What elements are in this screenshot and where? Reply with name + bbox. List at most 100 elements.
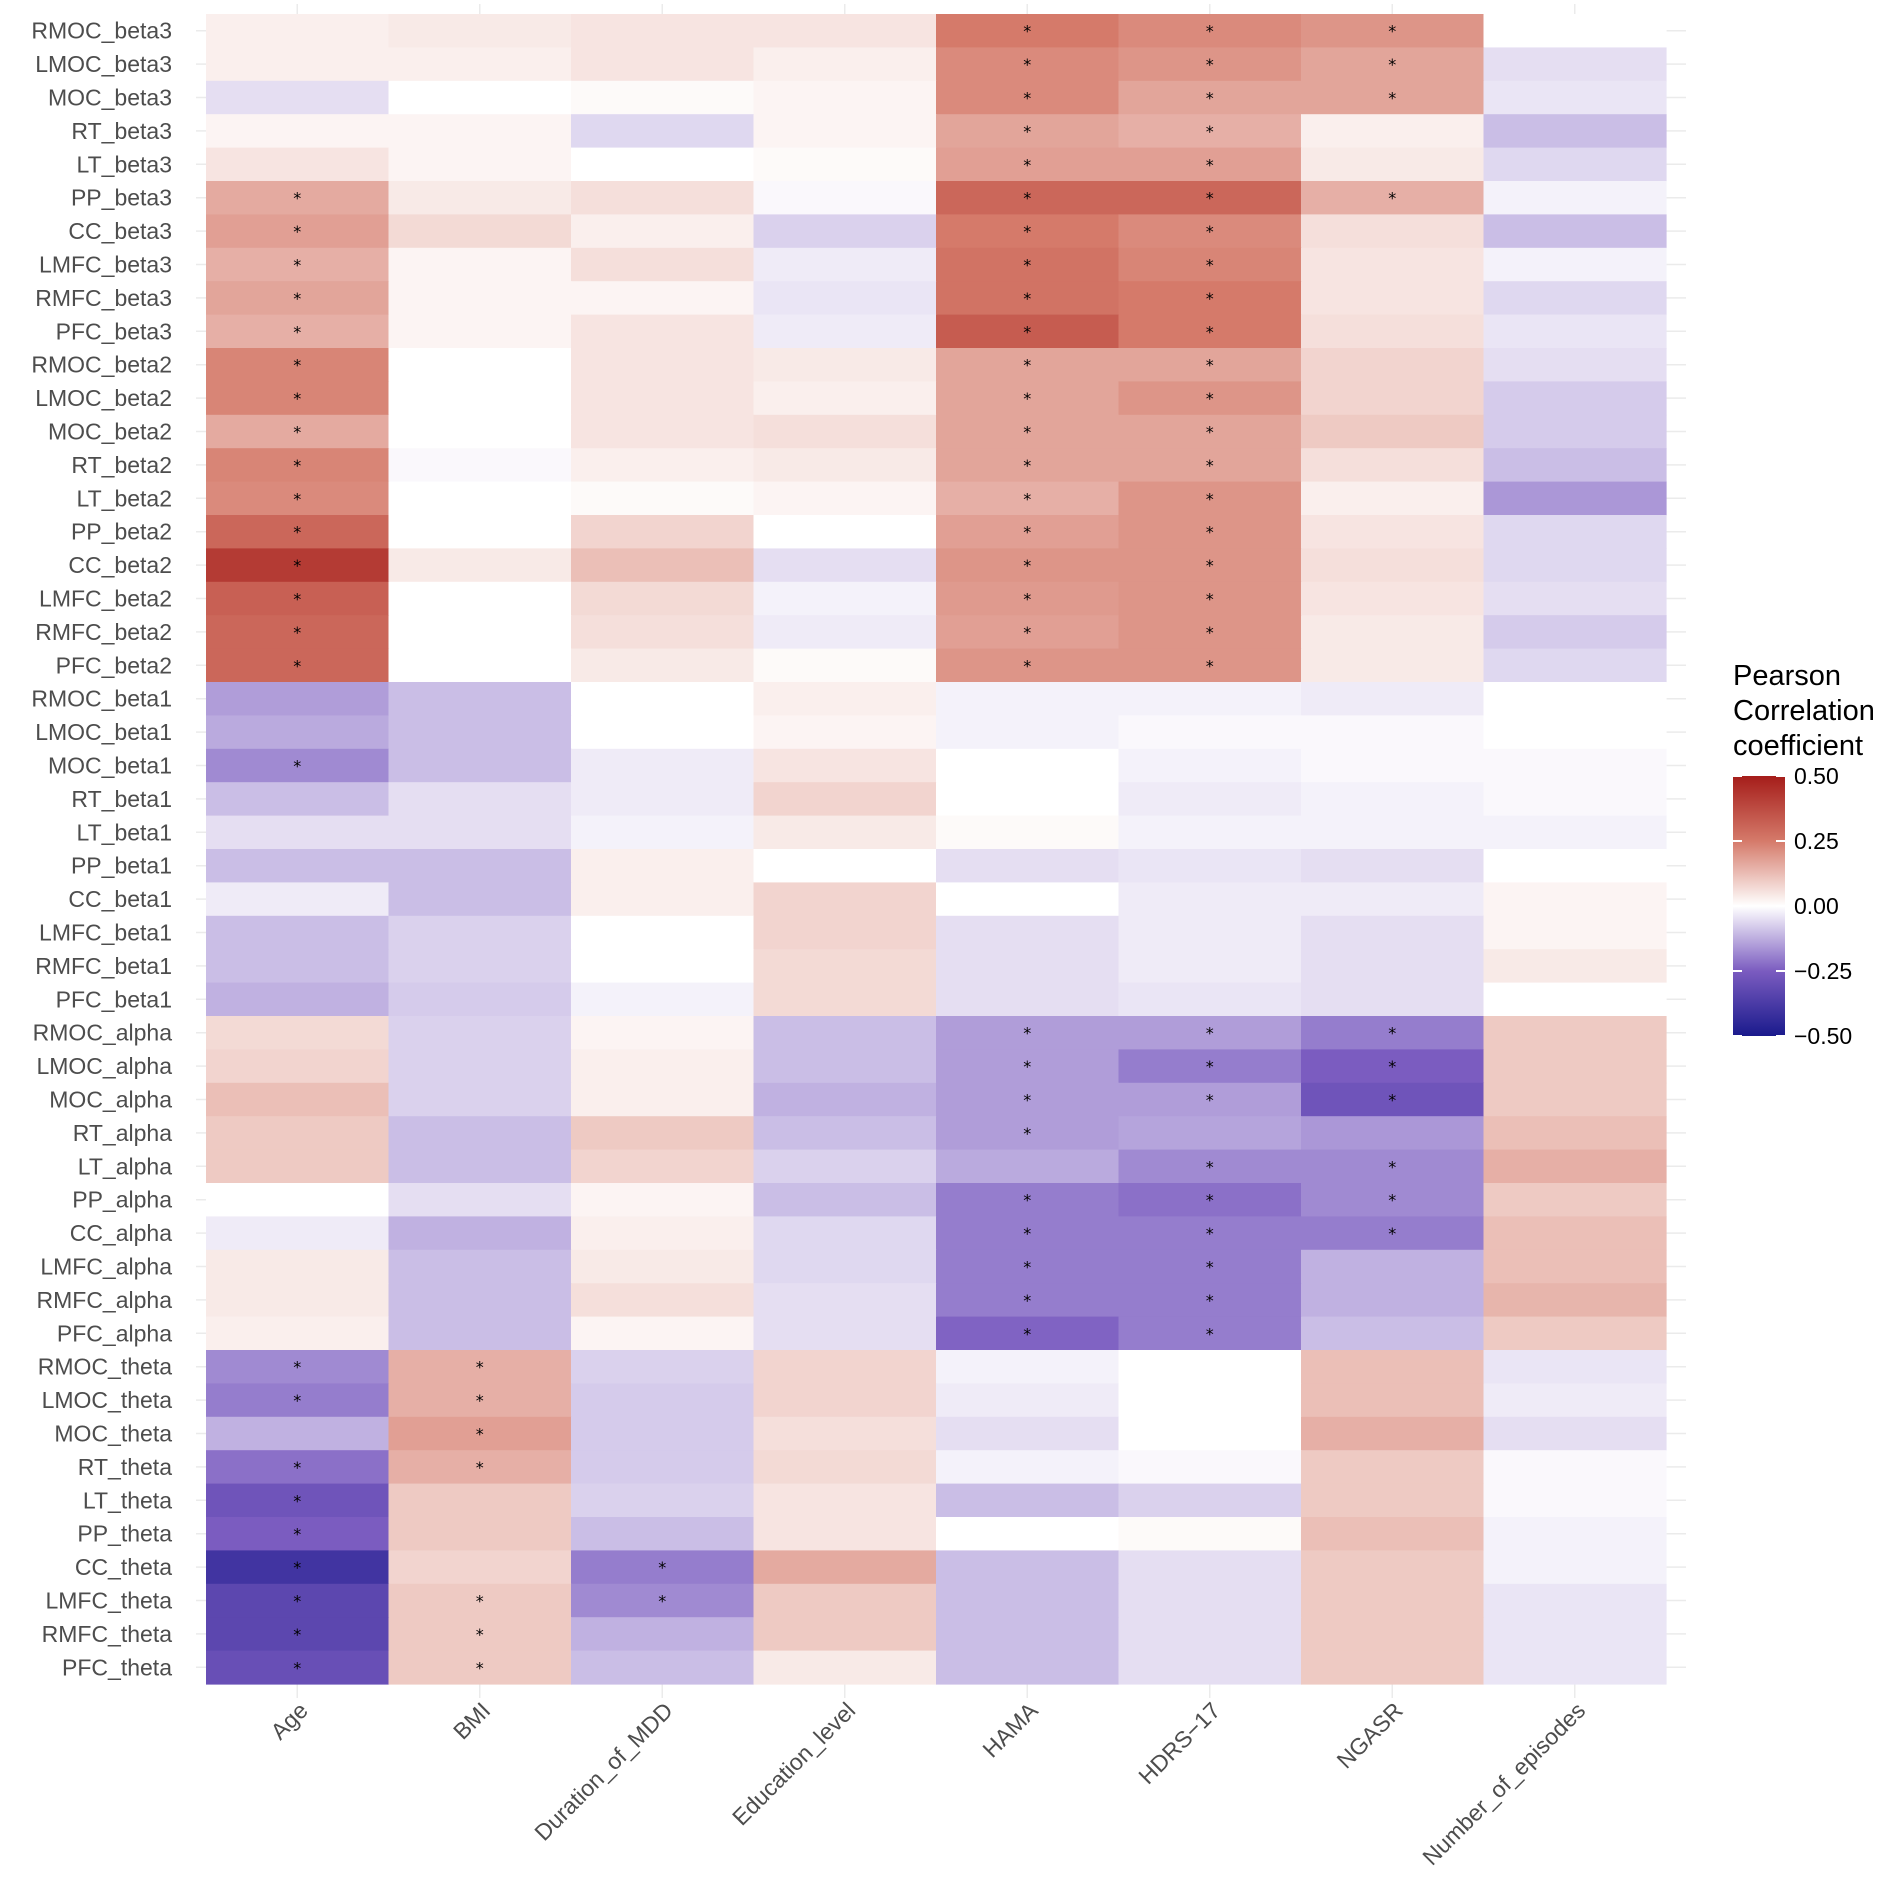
significance-star: *	[1388, 1024, 1396, 1043]
heatmap-cell	[571, 882, 755, 917]
heatmap-cell	[1301, 1617, 1485, 1652]
heatmap-cell	[571, 915, 755, 950]
heatmap-cell	[206, 1383, 390, 1418]
row-label: PP_beta2	[71, 519, 172, 545]
heatmap-cell	[1118, 1283, 1302, 1318]
heatmap-cell	[1483, 748, 1667, 783]
significance-star: *	[1023, 289, 1031, 308]
heatmap-cell	[1483, 1116, 1667, 1151]
column-label: NGASR	[1332, 1697, 1408, 1773]
heatmap-cell	[1301, 1550, 1485, 1585]
heatmap-cell	[206, 448, 390, 483]
heatmap-cell	[936, 281, 1120, 316]
heatmap-cell	[753, 1617, 937, 1652]
heatmap-cell	[206, 1450, 390, 1485]
heatmap-cell	[1301, 748, 1485, 783]
significance-star: *	[1388, 1191, 1396, 1210]
heatmap-cell	[206, 849, 390, 883]
heatmap-cell	[388, 181, 572, 215]
heatmap-cell	[388, 715, 572, 750]
heatmap-cell	[753, 682, 937, 716]
heatmap-cell	[753, 381, 937, 416]
heatmap-cell	[571, 1249, 755, 1284]
heatmap-cell	[753, 1450, 937, 1485]
heatmap-cell	[936, 515, 1120, 549]
significance-star: *	[1023, 1091, 1031, 1110]
heatmap-cell	[1118, 849, 1302, 883]
heatmap-cell	[571, 214, 755, 249]
heatmap-cell	[571, 1350, 755, 1384]
column-label: Number_of_episodes	[1417, 1697, 1590, 1870]
heatmap-cell	[388, 1049, 572, 1084]
significance-star: *	[476, 1625, 484, 1644]
heatmap-cell	[753, 1049, 937, 1084]
heatmap-cell	[1118, 1450, 1302, 1485]
heatmap-cell	[388, 815, 572, 850]
heatmap-cell	[753, 1116, 937, 1151]
significance-star: *	[1023, 1258, 1031, 1277]
heatmap-cell	[936, 80, 1120, 115]
heatmap-cell	[936, 381, 1120, 416]
heatmap-cell	[936, 1517, 1120, 1551]
heatmap-cell	[1301, 1049, 1485, 1084]
heatmap-cell	[753, 849, 937, 883]
heatmap-cell	[1483, 281, 1667, 316]
heatmap-cell	[1301, 381, 1485, 416]
heatmap-cell	[571, 381, 755, 416]
significance-star: *	[293, 590, 301, 609]
heatmap-cell	[753, 1016, 937, 1050]
heatmap-cell	[936, 448, 1120, 483]
heatmap-cell	[206, 414, 390, 449]
heatmap-cell	[571, 682, 755, 716]
heatmap-cell	[388, 1183, 572, 1217]
heatmap-cell	[388, 548, 572, 583]
heatmap-cell	[1301, 581, 1485, 616]
heatmap-cell	[1118, 1483, 1302, 1518]
heatmap-cell	[936, 882, 1120, 917]
heatmap-cell	[936, 414, 1120, 449]
legend-ticks: 0.50 0.25 0.00 −0.25 −0.50	[1733, 763, 1852, 1049]
significance-star: *	[1023, 423, 1031, 442]
significance-star: *	[293, 489, 301, 508]
heatmap-cell	[1301, 548, 1485, 583]
heatmap-cell	[936, 715, 1120, 750]
row-label: RMFC_beta2	[35, 619, 172, 645]
heatmap-cell	[1483, 1483, 1667, 1518]
heatmap-cell	[753, 1350, 937, 1384]
row-label: LMFC_beta2	[39, 586, 172, 612]
heatmap-cell	[1301, 147, 1485, 182]
heatmap-cell	[936, 1617, 1120, 1652]
heatmap-cell	[753, 1149, 937, 1184]
heatmap-cell	[571, 548, 755, 583]
significance-star: *	[293, 556, 301, 575]
heatmap-cell	[936, 982, 1120, 1017]
heatmap-cell	[206, 1016, 390, 1050]
row-label: RMFC_beta1	[35, 953, 172, 979]
row-label: RMOC_beta2	[31, 352, 172, 378]
significance-star: *	[1206, 1224, 1214, 1243]
significance-star: *	[293, 523, 301, 542]
heatmap-cell	[753, 80, 937, 115]
heatmap-cell	[1118, 615, 1302, 650]
heatmap-cell	[571, 147, 755, 182]
heatmap-cell	[571, 1650, 755, 1685]
heatmap-cell	[388, 281, 572, 316]
heatmap-cell	[1118, 448, 1302, 483]
row-label: LMOC_beta2	[35, 385, 172, 411]
heatmap-cell	[1301, 247, 1485, 282]
heatmap-cell	[206, 1149, 390, 1184]
heatmap-cell	[1301, 949, 1485, 984]
heatmap-cell	[388, 982, 572, 1017]
significance-star: *	[1206, 423, 1214, 442]
significance-star: *	[293, 1458, 301, 1477]
heatmap-cell	[388, 1617, 572, 1652]
row-label: LMFC_theta	[45, 1588, 172, 1614]
column-label: Age	[265, 1697, 312, 1744]
heatmap-cell	[1301, 1350, 1485, 1384]
heatmap-cell	[571, 481, 755, 516]
heatmap-cell	[936, 114, 1120, 149]
heatmap-cell	[206, 181, 390, 215]
heatmap-cell	[1118, 1149, 1302, 1184]
significance-star: *	[293, 256, 301, 275]
heatmap-cell	[388, 1283, 572, 1318]
